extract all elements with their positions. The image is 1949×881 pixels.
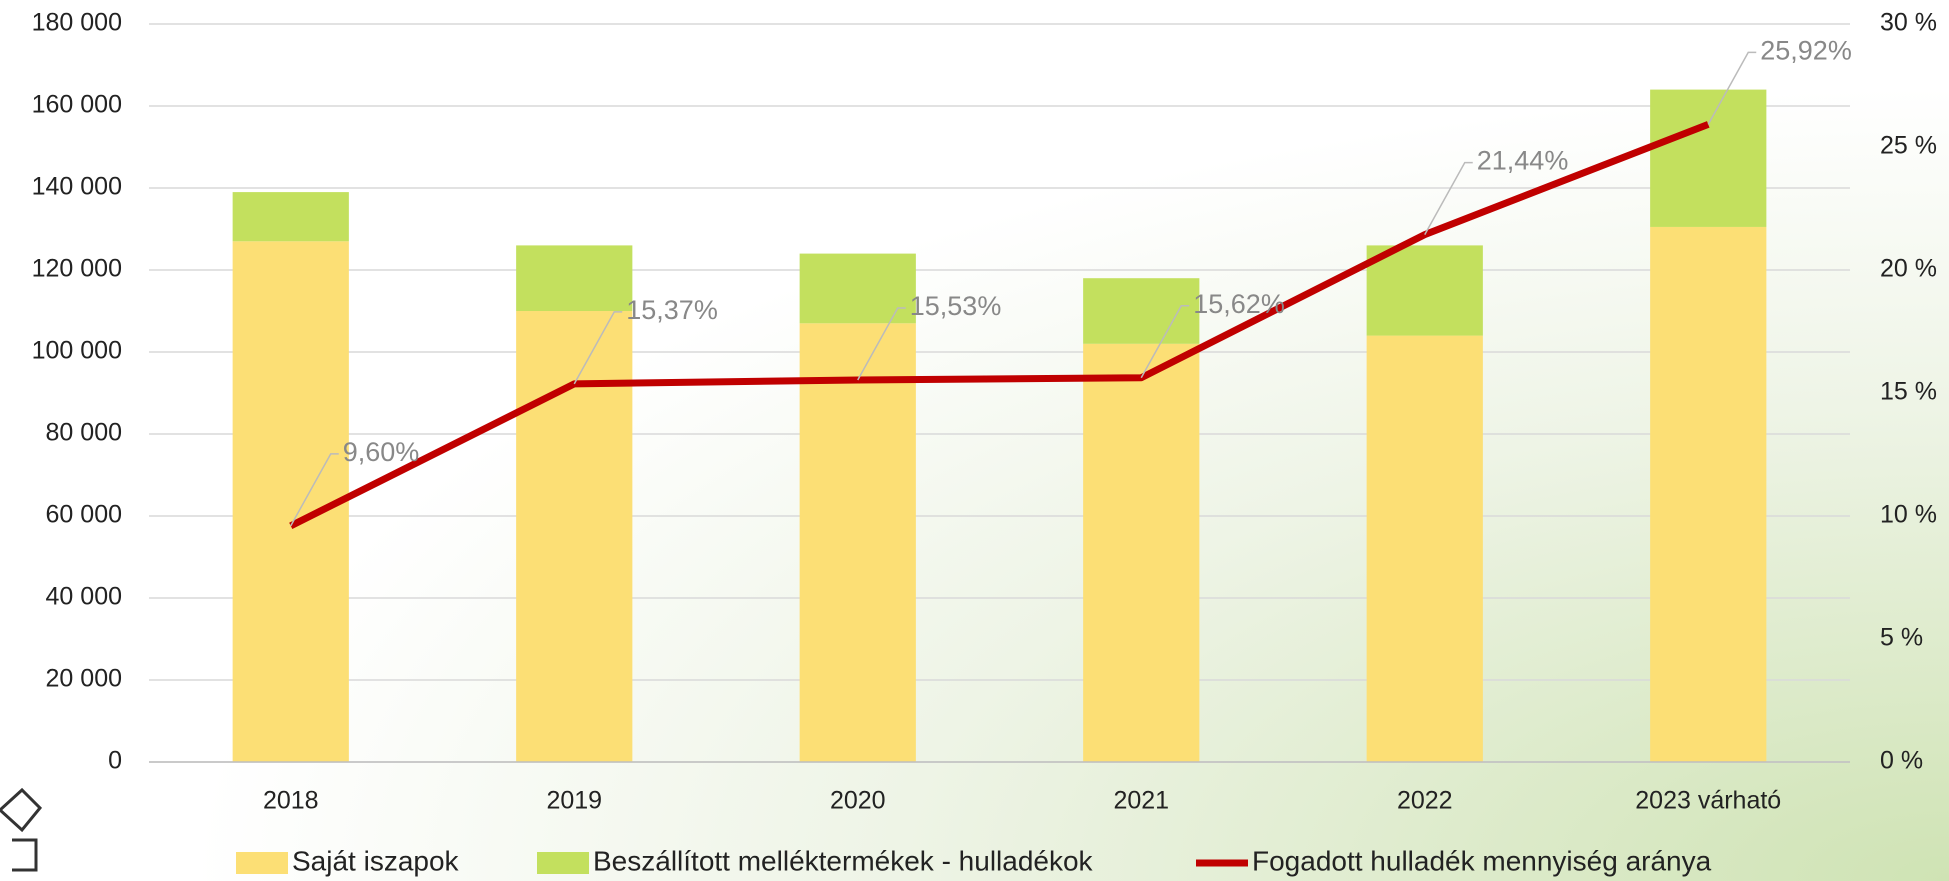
data-label: 21,44% (1477, 146, 1569, 176)
x-tick-label: 2018 (263, 787, 319, 815)
bar-segment (232, 192, 349, 242)
leader-line (1140, 304, 1190, 379)
bar-segment (1083, 278, 1200, 344)
y2-tick-label: 5 % (1880, 624, 1923, 652)
y-tick-label: 180 000 (32, 9, 122, 37)
y-tick-label: 160 000 (32, 91, 122, 119)
y2-tick-label: 0 % (1880, 747, 1923, 775)
bar-segment (799, 323, 916, 762)
y-tick-label: 140 000 (32, 173, 122, 201)
y-tick-label: 120 000 (32, 255, 122, 283)
y-tick-label: 20 000 (46, 665, 122, 693)
bar-segment (516, 245, 633, 311)
bar-segment (799, 253, 916, 324)
bar-segment (516, 311, 633, 762)
bar-segment (1650, 89, 1767, 227)
leader-line (573, 311, 623, 385)
data-label: 25,92% (1760, 35, 1852, 65)
data-label: 15,37% (626, 295, 718, 325)
y2-tick-label: 30 % (1880, 9, 1937, 37)
x-tick-label: 2022 (1397, 787, 1453, 815)
legend-swatch (537, 852, 589, 874)
y-tick-label: 0 (108, 747, 122, 775)
legend-label: Fogadott hulladék mennyiség aránya (1252, 845, 1712, 876)
logo (0, 787, 43, 872)
x-tick-label: 2020 (830, 787, 886, 815)
data-label: 9,60% (343, 437, 420, 467)
line (289, 121, 1710, 529)
y-tick-label: 100 000 (32, 337, 122, 365)
legend-label: Beszállított melléktermékek - hulladékok (593, 845, 1094, 876)
y2-tick-label: 25 % (1880, 132, 1937, 160)
y2-tick-label: 20 % (1880, 255, 1937, 283)
y-tick-label: 80 000 (46, 419, 122, 447)
data-label: 15,62% (1193, 289, 1285, 319)
y-tick-label: 40 000 (46, 583, 122, 611)
bar-segment (232, 241, 349, 763)
leader-line (1707, 51, 1757, 125)
legend-swatch (236, 852, 288, 874)
y-tick-label: 60 000 (46, 501, 122, 529)
leader-line (1424, 161, 1473, 235)
data-label: 15,53% (910, 291, 1002, 321)
y2-tick-label: 15 % (1880, 378, 1937, 406)
bar-segment (1366, 335, 1483, 762)
x-tick-label: 2019 (546, 787, 602, 815)
leader-line (290, 453, 339, 527)
y2-tick-label: 10 % (1880, 501, 1937, 529)
bar-segment (1650, 226, 1767, 762)
legend-label: Saját iszapok (292, 845, 460, 876)
bar-segment (1366, 245, 1483, 336)
x-tick-label: 2023 várható (1635, 787, 1781, 815)
bar-segment (1083, 343, 1200, 762)
leader-line (857, 307, 906, 381)
x-tick-label: 2021 (1113, 787, 1169, 815)
